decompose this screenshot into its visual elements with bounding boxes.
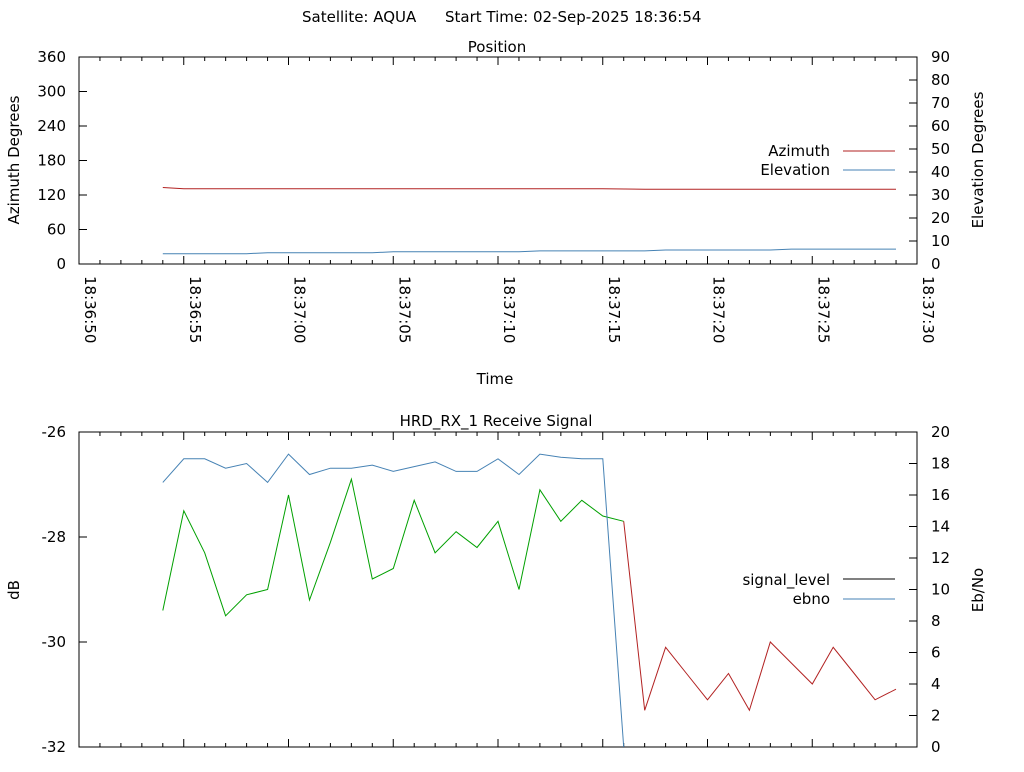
receive-signal-chart-title: HRD_RX_1 Receive Signal [400,412,593,431]
position-x-tick-label: 18:37:05 [395,276,413,343]
db-axis-label: dB [5,580,23,600]
signal-y2-tick-label: 8 [931,612,941,630]
receive-signal-ticks: -32 -30 -28 -26 0 2 4 6 8 10 12 14 16 18 20 [42,423,951,756]
position-y2-tick-label: 70 [931,94,950,112]
signal-y2-tick-label: 20 [931,423,950,441]
signal-y2-tick-label: 6 [931,644,941,662]
ebno-line [162,453,625,748]
receive-signal-legend: signal_level ebno [742,571,895,608]
legend-label-elevation: Elevation [760,161,830,179]
legend-label-ebno: ebno [793,590,830,608]
position-y-tick-label: 60 [47,221,66,239]
azimuth-axis-label: Azimuth Degrees [5,95,23,224]
signal-y2-tick-label: 4 [931,675,941,693]
satellite-label: Satellite: AQUA [302,8,417,26]
position-y2-tick-label: 60 [931,117,950,135]
signal-y-tick-label: -26 [42,423,67,441]
position-ticks: 0 60 120 180 240 300 360 0 10 20 30 40 50 60 70 80 90 18:… [37,48,950,343]
position-y2-tick-label: 10 [931,232,950,250]
position-y2-tick-label: 90 [931,48,950,66]
receive-signal-chart: HRD_RX_1 Receive Signal -32 -30 -28 -26 0 2 4 6… [5,412,987,756]
position-chart: Position 0 60 120 180 240 300 360 0 10 20 30 40 50 60… [5,38,987,388]
signal-level-line [162,477,624,617]
ebno-axis-label: Eb/No [969,568,987,612]
position-x-tick-label: 18:37:15 [605,276,623,343]
signal-y2-tick-label: 2 [931,707,941,725]
position-x-tick-label: 18:36:55 [186,276,204,343]
receive-signal-plot-frame [78,431,918,748]
elevation-line [162,248,896,255]
position-y2-tick-label: 30 [931,186,950,204]
position-y2-tick-label: 20 [931,209,950,227]
position-legend: Azimuth Elevation [760,142,895,179]
start-time-label: Start Time: 02-Sep-2025 18:36:54 [445,8,701,26]
signal-y2-tick-label: 12 [931,549,950,567]
signal-y-tick-label: -28 [42,528,67,546]
signal-y-tick-label: -30 [42,633,67,651]
signal-y2-tick-label: 10 [931,581,950,599]
time-axis-label: Time [476,370,514,388]
legend-label-signal-level: signal_level [742,571,830,590]
position-x-tick-label: 18:36:50 [81,276,99,343]
legend-label-azimuth: Azimuth [768,142,830,160]
receive-signal-series [162,453,897,748]
position-y-tick-label: 180 [37,152,66,170]
elevation-axis-label: Elevation Degrees [969,91,987,228]
signal-y2-tick-label: 18 [931,455,950,473]
signal-y2-tick-label: 14 [931,518,950,536]
position-y-tick-label: 300 [37,83,66,101]
position-y-tick-label: 360 [37,48,66,66]
signal-y2-tick-label: 16 [931,486,950,504]
signal-level-line-after-loss [623,521,897,712]
position-y2-tick-label: 80 [931,71,950,89]
position-x-tick-label: 18:37:10 [500,276,518,343]
position-y-tick-label: 0 [56,255,66,273]
position-y-tick-label: 120 [37,186,66,204]
position-x-tick-label: 18:37:20 [710,276,728,343]
position-x-tick-label: 18:37:00 [291,276,309,343]
position-chart-title: Position [468,38,526,56]
azimuth-line [162,187,896,190]
signal-y2-tick-label: 0 [931,738,941,756]
position-x-tick-label: 18:37:25 [814,276,832,343]
position-x-tick-label: 18:37:30 [919,276,937,343]
position-series [162,187,896,255]
position-y2-tick-label: 0 [931,255,941,273]
position-y2-tick-label: 40 [931,163,950,181]
signal-y-tick-label: -32 [42,738,67,756]
position-y-tick-label: 240 [37,117,66,135]
position-y2-tick-label: 50 [931,140,950,158]
